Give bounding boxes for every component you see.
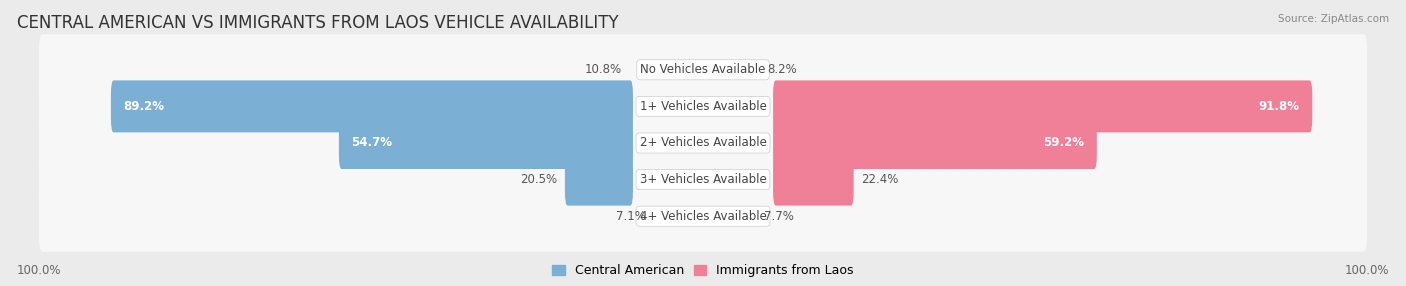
FancyBboxPatch shape xyxy=(565,154,633,206)
FancyBboxPatch shape xyxy=(111,80,633,132)
Text: 4+ Vehicles Available: 4+ Vehicles Available xyxy=(640,210,766,223)
FancyBboxPatch shape xyxy=(773,80,1312,132)
Text: 3+ Vehicles Available: 3+ Vehicles Available xyxy=(640,173,766,186)
FancyBboxPatch shape xyxy=(773,117,1097,169)
Text: 8.2%: 8.2% xyxy=(768,63,797,76)
Text: 89.2%: 89.2% xyxy=(124,100,165,113)
FancyBboxPatch shape xyxy=(773,154,853,206)
Text: 100.0%: 100.0% xyxy=(1344,265,1389,277)
Text: 7.7%: 7.7% xyxy=(763,210,793,223)
Text: 7.1%: 7.1% xyxy=(616,210,647,223)
FancyBboxPatch shape xyxy=(339,117,633,169)
Text: 10.8%: 10.8% xyxy=(585,63,621,76)
Text: 59.2%: 59.2% xyxy=(1043,136,1084,150)
Text: 91.8%: 91.8% xyxy=(1258,100,1299,113)
Text: Source: ZipAtlas.com: Source: ZipAtlas.com xyxy=(1278,14,1389,24)
Text: No Vehicles Available: No Vehicles Available xyxy=(640,63,766,76)
Text: 100.0%: 100.0% xyxy=(17,265,62,277)
Text: CENTRAL AMERICAN VS IMMIGRANTS FROM LAOS VEHICLE AVAILABILITY: CENTRAL AMERICAN VS IMMIGRANTS FROM LAOS… xyxy=(17,14,619,32)
Text: 1+ Vehicles Available: 1+ Vehicles Available xyxy=(640,100,766,113)
FancyBboxPatch shape xyxy=(39,144,1367,215)
Text: 20.5%: 20.5% xyxy=(520,173,558,186)
FancyBboxPatch shape xyxy=(39,71,1367,142)
FancyBboxPatch shape xyxy=(39,108,1367,178)
Text: 54.7%: 54.7% xyxy=(352,136,392,150)
Text: 22.4%: 22.4% xyxy=(860,173,898,186)
Legend: Central American, Immigrants from Laos: Central American, Immigrants from Laos xyxy=(550,262,856,280)
Text: 2+ Vehicles Available: 2+ Vehicles Available xyxy=(640,136,766,150)
FancyBboxPatch shape xyxy=(39,181,1367,252)
FancyBboxPatch shape xyxy=(39,34,1367,105)
